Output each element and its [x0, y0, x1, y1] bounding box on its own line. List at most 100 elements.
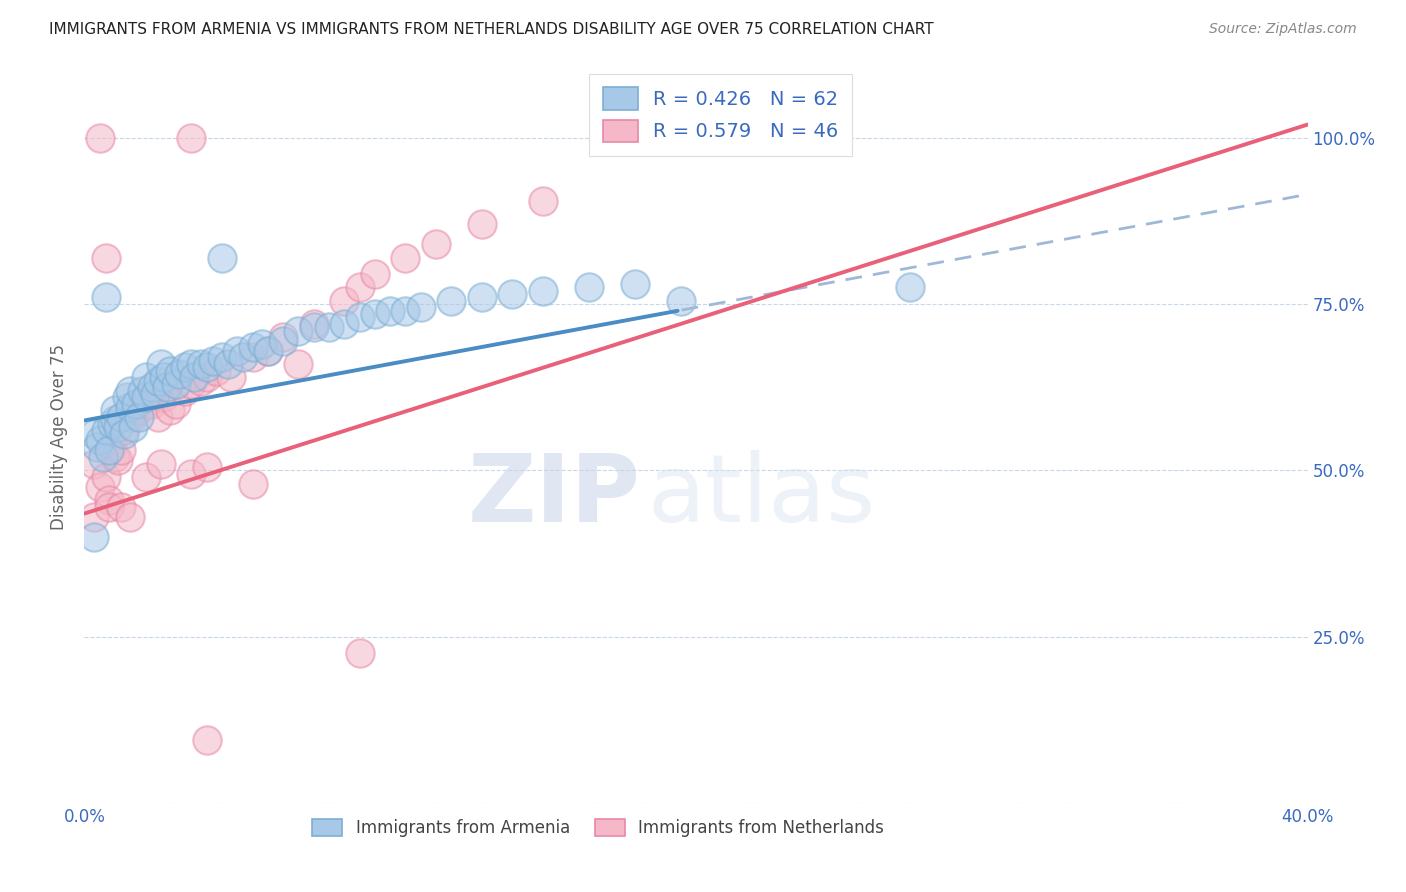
Point — [898, 280, 921, 294]
Point — [89, 131, 111, 145]
Point — [135, 397, 157, 411]
Point — [149, 457, 172, 471]
Point — [471, 290, 494, 304]
Point — [120, 400, 142, 414]
Point — [211, 351, 233, 365]
Point — [94, 251, 117, 265]
Point — [120, 384, 142, 398]
Point — [110, 500, 132, 514]
Point — [91, 450, 114, 464]
Point — [394, 251, 416, 265]
Point — [83, 530, 105, 544]
Point — [333, 293, 356, 308]
Point — [94, 424, 117, 438]
Point — [578, 280, 600, 294]
Point — [104, 450, 127, 464]
Point — [104, 403, 127, 417]
Point — [89, 434, 111, 448]
Point — [125, 397, 148, 411]
Point — [747, 131, 769, 145]
Point — [110, 410, 132, 425]
Point — [165, 397, 187, 411]
Point — [83, 509, 105, 524]
Point — [89, 480, 111, 494]
Point — [180, 376, 202, 391]
Point — [120, 509, 142, 524]
Point — [201, 353, 224, 368]
Point — [112, 424, 135, 438]
Point — [190, 374, 212, 388]
Point — [217, 357, 239, 371]
Point — [165, 376, 187, 391]
Point — [287, 357, 309, 371]
Point — [97, 443, 120, 458]
Point — [333, 317, 356, 331]
Point — [219, 370, 242, 384]
Point — [135, 370, 157, 384]
Point — [349, 310, 371, 325]
Point — [141, 397, 163, 411]
Y-axis label: Disability Age Over 75: Disability Age Over 75 — [51, 344, 69, 530]
Point — [174, 360, 197, 375]
Point — [440, 293, 463, 308]
Point — [394, 303, 416, 318]
Point — [195, 370, 218, 384]
Point — [83, 426, 105, 441]
Point — [271, 334, 294, 348]
Point — [174, 384, 197, 398]
Point — [531, 194, 554, 208]
Point — [624, 277, 647, 292]
Point — [195, 732, 218, 747]
Point — [502, 287, 524, 301]
Point — [349, 646, 371, 660]
Point — [86, 440, 108, 454]
Point — [471, 217, 494, 231]
Point — [156, 380, 179, 394]
Point — [159, 403, 181, 417]
Point — [409, 301, 432, 315]
Point — [190, 357, 212, 371]
Legend: Immigrants from Armenia, Immigrants from Netherlands: Immigrants from Armenia, Immigrants from… — [304, 811, 893, 846]
Point — [122, 420, 145, 434]
Point — [167, 367, 190, 381]
Text: Source: ZipAtlas.com: Source: ZipAtlas.com — [1209, 22, 1357, 37]
Point — [101, 440, 124, 454]
Point — [287, 324, 309, 338]
Point — [205, 363, 228, 377]
Point — [180, 467, 202, 481]
Text: ZIP: ZIP — [468, 450, 641, 541]
Point — [257, 343, 280, 358]
Point — [364, 267, 387, 281]
Point — [195, 460, 218, 475]
Point — [101, 417, 124, 431]
Point — [211, 251, 233, 265]
Point — [242, 351, 264, 365]
Point — [531, 284, 554, 298]
Point — [146, 374, 169, 388]
Point — [180, 357, 202, 371]
Point — [131, 384, 153, 398]
Text: atlas: atlas — [647, 450, 876, 541]
Point — [83, 457, 105, 471]
Point — [128, 410, 150, 425]
Point — [94, 290, 117, 304]
Point — [669, 293, 692, 308]
Point — [318, 320, 340, 334]
Point — [149, 357, 172, 371]
Point — [180, 131, 202, 145]
Point — [302, 320, 325, 334]
Point — [104, 413, 127, 427]
Point — [122, 410, 145, 425]
Point — [107, 453, 129, 467]
Point — [146, 410, 169, 425]
Point — [242, 340, 264, 354]
Point — [349, 280, 371, 294]
Point — [302, 317, 325, 331]
Point — [153, 370, 176, 384]
Point — [195, 360, 218, 375]
Point — [257, 343, 280, 358]
Point — [250, 337, 273, 351]
Point — [115, 390, 138, 404]
Point — [94, 470, 117, 484]
Point — [143, 387, 166, 401]
